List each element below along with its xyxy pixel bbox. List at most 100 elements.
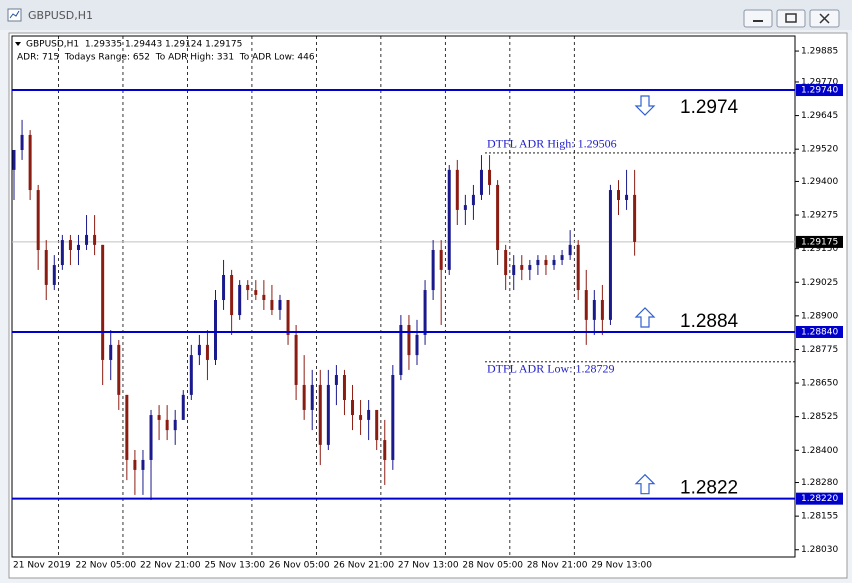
- level-text: 1.2974: [680, 97, 739, 118]
- candle-body: [173, 419, 177, 431]
- candle-body: [576, 244, 580, 291]
- y-tick-label: 1.29400: [801, 177, 838, 187]
- candle-body: [351, 400, 355, 416]
- x-tick-label: 27 Nov 13:00: [398, 561, 459, 571]
- candle-body: [68, 240, 72, 250]
- candle-body: [334, 374, 338, 385]
- level-axis-box: [796, 492, 843, 505]
- restore-glyph: [785, 13, 797, 23]
- candle-body: [165, 419, 169, 431]
- candle-body: [471, 194, 475, 206]
- candle-body: [133, 459, 137, 470]
- y-tick-label: 1.28400: [801, 446, 838, 456]
- candle-body: [101, 244, 105, 360]
- candle-body: [407, 324, 411, 356]
- y-tick-label: 1.28775: [801, 345, 838, 355]
- y-tick-label: 1.29520: [801, 145, 838, 155]
- candle-body: [28, 134, 32, 191]
- candle-body: [149, 415, 153, 460]
- y-tick-label: 1.29275: [801, 211, 838, 221]
- candle-body: [20, 134, 24, 150]
- candle-body: [60, 240, 64, 266]
- candle-body: [318, 384, 322, 445]
- restore-button[interactable]: [776, 9, 806, 28]
- candle-body: [560, 255, 564, 260]
- candle-body: [512, 265, 516, 275]
- minimize-button[interactable]: [743, 9, 773, 28]
- candle-body: [617, 190, 620, 200]
- y-tick-label: 1.28280: [801, 478, 838, 488]
- candle-body: [117, 344, 121, 395]
- candle-body: [36, 190, 40, 250]
- candle-body: [488, 169, 492, 185]
- candle-body: [270, 299, 274, 310]
- symbol-info: GBPUSD,H1 1.29335 1.29443 1.29124 1.2917…: [26, 40, 242, 50]
- x-tick-label: 22 Nov 21:00: [140, 561, 201, 571]
- x-tick-label: 26 Nov 21:00: [333, 561, 394, 571]
- candle-body: [125, 394, 129, 460]
- x-tick-label: 21 Nov 2019: [13, 561, 71, 571]
- x-tick-label: 22 Nov 05:00: [75, 561, 136, 571]
- candle-body: [85, 234, 89, 245]
- level-arrow: [634, 473, 656, 495]
- adr-label: DTFL ADR High: 1.29506: [487, 137, 617, 151]
- info-toggle[interactable]: [15, 42, 21, 46]
- candle-body: [536, 259, 540, 266]
- candle-body: [286, 299, 290, 335]
- candle-body: [383, 440, 387, 460]
- current-price-box: [796, 235, 843, 248]
- close-glyph: [819, 13, 830, 24]
- y-tick-label: 1.28900: [801, 311, 838, 321]
- level-axis-label: 1.28840: [801, 327, 838, 337]
- candle-body: [608, 190, 612, 320]
- x-tick-label: 29 Nov 13:00: [591, 561, 652, 571]
- candle-body: [230, 274, 234, 316]
- candle-body: [367, 409, 371, 420]
- candle-body: [246, 284, 250, 291]
- candle-body: [552, 259, 556, 266]
- candle-body: [415, 334, 419, 356]
- candle-body: [504, 249, 508, 275]
- candle-body: [463, 205, 467, 210]
- candle-body: [326, 384, 330, 445]
- candle-body: [157, 415, 161, 420]
- level-axis-box: [796, 84, 843, 97]
- candle-body: [528, 265, 532, 270]
- candle-body: [592, 299, 596, 320]
- y-tick-label: 1.29885: [801, 47, 838, 57]
- candle-body: [423, 290, 427, 335]
- level-axis-label: 1.29740: [801, 86, 838, 96]
- candle-body: [278, 299, 282, 310]
- y-tick-label: 1.28030: [801, 545, 838, 555]
- candle-body: [359, 415, 363, 420]
- candle-body: [189, 355, 193, 395]
- candle-body: [141, 459, 145, 470]
- candle-body: [431, 249, 435, 291]
- y-tick-label: 1.28525: [801, 412, 838, 422]
- candle-body: [342, 374, 346, 401]
- x-tick-label: 26 Nov 05:00: [269, 561, 330, 571]
- level-text: 1.2822: [680, 478, 738, 499]
- candle-body: [52, 265, 56, 285]
- candle-body: [391, 374, 395, 460]
- candle-body: [294, 334, 298, 385]
- y-tick-label: 1.29645: [801, 111, 838, 121]
- y-tick-label: 1.29150: [801, 244, 838, 254]
- y-tick-label: 1.29770: [801, 77, 838, 87]
- x-tick-label: 25 Nov 13:00: [204, 561, 265, 571]
- window-title: GBPUSD,H1: [28, 9, 93, 22]
- adr-label: DTFL ADR Low: 1.28729: [487, 362, 615, 376]
- candle-body: [254, 290, 258, 295]
- level-axis-label: 1.28220: [801, 494, 838, 504]
- candle-body: [568, 244, 572, 256]
- candle-body: [238, 284, 242, 316]
- x-tick-label: 28 Nov 21:00: [527, 561, 588, 571]
- candle-body: [302, 384, 306, 410]
- candle-body: [625, 194, 629, 200]
- adr-info: ADR: 715 Todays Range: 652 To ADR High: …: [17, 53, 315, 63]
- candle-body: [455, 169, 459, 210]
- candle-body: [222, 274, 226, 300]
- level-text: 1.2884: [680, 311, 739, 332]
- candle-body: [109, 344, 113, 360]
